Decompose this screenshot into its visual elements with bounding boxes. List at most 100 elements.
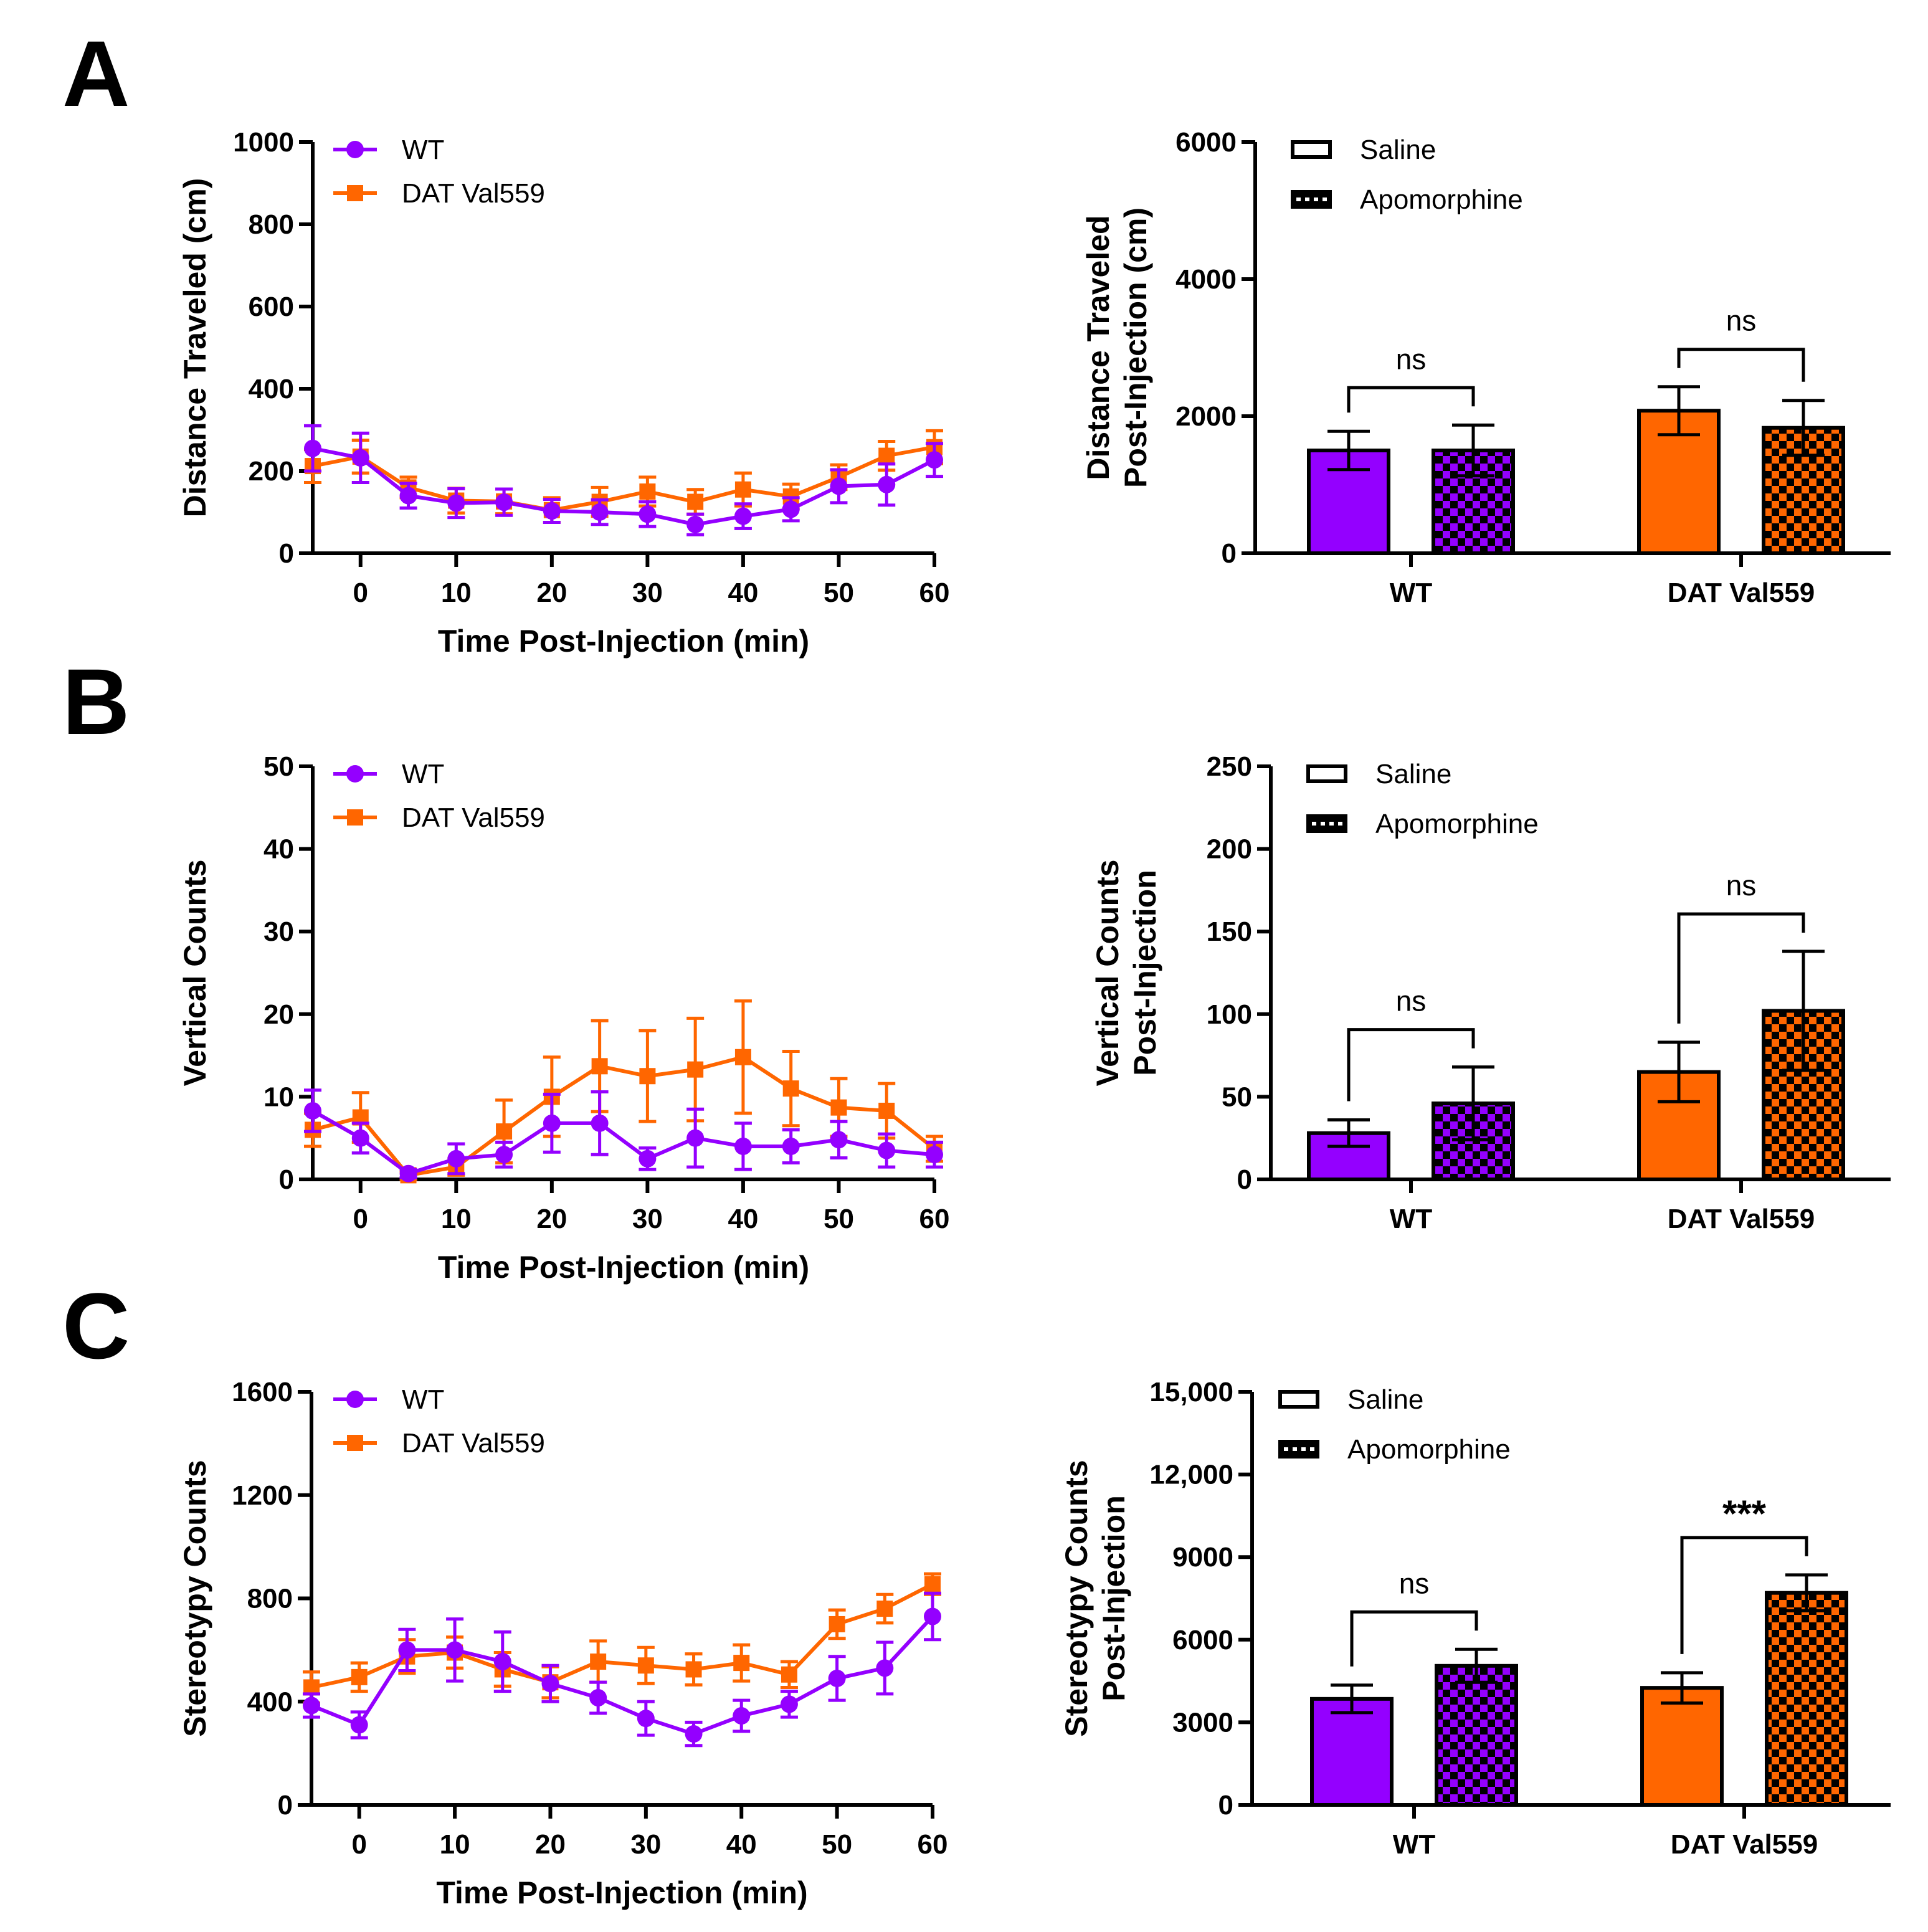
x-tick-label: 60 [919, 1204, 950, 1234]
data-point [637, 1657, 654, 1674]
y-tick-label: 200 [1207, 834, 1252, 865]
data-point [639, 483, 656, 500]
x-tick-label: 10 [441, 578, 472, 608]
data-point [687, 1061, 704, 1078]
significance-label: ns [1396, 985, 1427, 1017]
data-point [733, 1655, 750, 1672]
data-point [876, 1659, 894, 1677]
line-chart-C: 0 400 800 1200 1600 0 10 20 30 40 50 60 Time Post-In… [178, 1377, 947, 1910]
data-point [446, 1641, 464, 1659]
legend-marker [347, 185, 363, 201]
legend-label: WT [402, 1384, 444, 1415]
x-tick-label: 10 [440, 1829, 470, 1860]
legend-marker [346, 141, 364, 158]
x-tick-label: DAT Val559 [1668, 1204, 1815, 1234]
data-point [591, 1058, 608, 1075]
legend-label: Saline [1360, 135, 1436, 165]
y-tick-label: 0 [279, 1164, 294, 1195]
series-wt [303, 1591, 941, 1748]
legend-swatch-pattern [1314, 197, 1318, 201]
legend-swatch-pattern [1321, 822, 1325, 826]
x-tick-label: 40 [728, 1204, 758, 1234]
y-tick-label: 0 [279, 538, 294, 569]
data-point [685, 1725, 703, 1743]
x-tick-label: 0 [351, 1829, 366, 1860]
legend-swatch-pattern [1284, 1447, 1288, 1451]
series-dat-val559 [304, 999, 943, 1184]
legend-swatch-pattern [1329, 822, 1334, 826]
data-point [686, 1129, 705, 1147]
legend-swatch-pattern [1310, 1447, 1314, 1451]
y-tick-label: 200 [249, 456, 294, 487]
data-point [543, 502, 561, 520]
x-axis-title: Time Post-Injection (min) [436, 1875, 807, 1910]
data-point [782, 1137, 800, 1155]
significance-label: ns [1726, 305, 1757, 337]
x-tick-label: 20 [536, 578, 567, 608]
legend-swatch-pattern [1323, 197, 1327, 201]
y-axis-title: Stereotypy Counts [1059, 1460, 1094, 1737]
legend-label: WT [402, 759, 444, 789]
data-point [591, 503, 609, 521]
data-point [829, 1616, 845, 1632]
data-point [493, 1653, 511, 1671]
data-point [734, 1049, 751, 1065]
series-wt [304, 424, 943, 536]
y-tick-label: 100 [1207, 999, 1252, 1030]
y-tick-label: 2000 [1175, 401, 1237, 432]
data-point [830, 1131, 848, 1149]
x-tick-label: 0 [353, 1204, 368, 1234]
legend-swatch-pattern [1293, 1447, 1297, 1451]
y-tick-label: 400 [247, 1687, 293, 1717]
y-tick-label: 800 [249, 209, 294, 240]
data-point [926, 1146, 943, 1164]
y-tick-label: 20 [264, 999, 294, 1030]
bar-chart-B: 0 50 100 150 200 250 Vertical Counts Post-Injec… [1090, 751, 1891, 1234]
y-axis-title: Distance Traveled [1081, 215, 1116, 480]
data-point [924, 1607, 941, 1625]
data-point [447, 494, 465, 512]
series-dat-val559 [303, 1572, 941, 1705]
legend-label: DAT Val559 [402, 178, 545, 209]
y-tick-label: 0 [278, 1790, 293, 1820]
y-tick-label: 600 [249, 292, 294, 322]
legend-swatch-pattern [1296, 197, 1301, 201]
data-point [782, 500, 800, 518]
x-axis-title: Time Post-Injection (min) [438, 624, 809, 659]
panel-label-A: A [62, 21, 130, 126]
data-point [351, 449, 369, 467]
y-tick-label: 1000 [233, 127, 294, 158]
significance-bracket [1347, 1028, 1475, 1102]
y-tick-label: 0 [1237, 1164, 1252, 1195]
data-point [734, 481, 751, 498]
y-axis-title: Vertical Counts [178, 860, 212, 1087]
legend-marker [347, 1435, 363, 1451]
significance-bracket [1347, 386, 1475, 413]
bar-chart-C: 0 3000 6000 9000 12,000 15,000 Stereotypy Coun… [1059, 1377, 1891, 1860]
legend-swatch-pattern [1338, 822, 1342, 826]
data-point [639, 505, 657, 523]
y-tick-label: 30 [264, 916, 294, 947]
x-tick-label: 50 [824, 578, 854, 608]
x-tick-label: 60 [919, 578, 950, 608]
data-point [830, 477, 848, 495]
y-tick-label: 12,000 [1149, 1460, 1233, 1490]
y-axis-title: Post-Injection (cm) [1118, 207, 1153, 488]
x-tick-label: 20 [535, 1829, 566, 1860]
x-tick-label: DAT Val559 [1671, 1829, 1818, 1860]
x-tick-label: DAT Val559 [1668, 578, 1815, 608]
data-point [304, 439, 321, 457]
series-wt [304, 1088, 943, 1183]
y-tick-label: 3000 [1172, 1707, 1233, 1738]
x-tick-label: 30 [632, 1204, 663, 1234]
data-point [351, 1129, 369, 1147]
y-tick-label: 1200 [232, 1480, 293, 1511]
y-tick-label: 400 [249, 374, 294, 404]
data-point [541, 1675, 559, 1693]
data-point [780, 1695, 798, 1713]
x-tick-label: 40 [728, 578, 758, 608]
data-point [733, 1707, 751, 1725]
data-point [686, 515, 705, 533]
data-point [303, 1696, 320, 1715]
data-point [685, 1661, 702, 1678]
